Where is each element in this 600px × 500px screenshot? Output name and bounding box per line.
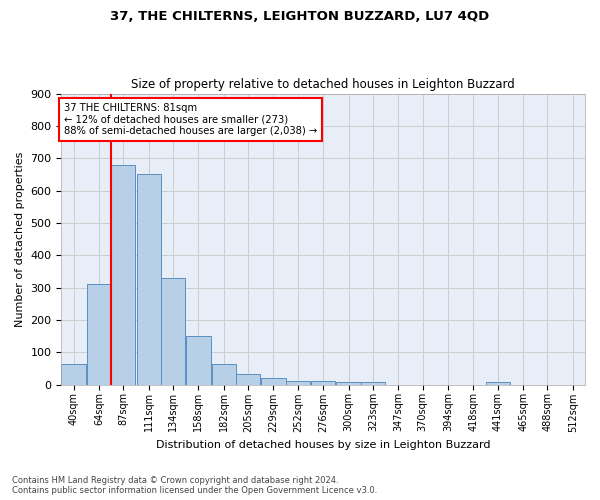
Title: Size of property relative to detached houses in Leighton Buzzard: Size of property relative to detached ho… (131, 78, 515, 91)
Bar (111, 164, 136, 384)
Bar (311, 380, 335, 384)
Bar (186, 336, 211, 384)
Bar (262, 378, 286, 384)
Bar (337, 382, 361, 384)
Text: Contains HM Land Registry data © Crown copyright and database right 2024.
Contai: Contains HM Land Registry data © Crown c… (12, 476, 377, 495)
Text: 37, THE CHILTERNS, LEIGHTON BUZZARD, LU7 4QD: 37, THE CHILTERNS, LEIGHTON BUZZARD, LU7… (110, 10, 490, 23)
Bar (236, 374, 260, 384)
Bar (212, 364, 236, 384)
X-axis label: Distribution of detached houses by size in Leighton Buzzard: Distribution of detached houses by size … (156, 440, 490, 450)
Bar (87, 284, 111, 384)
Bar (361, 382, 385, 384)
Bar (286, 380, 310, 384)
Bar (161, 278, 185, 384)
Text: 37 THE CHILTERNS: 81sqm
← 12% of detached houses are smaller (273)
88% of semi-d: 37 THE CHILTERNS: 81sqm ← 12% of detache… (64, 104, 317, 136)
Y-axis label: Number of detached properties: Number of detached properties (15, 152, 25, 326)
Bar (137, 174, 161, 384)
Bar (485, 382, 510, 384)
Bar (61, 364, 86, 384)
